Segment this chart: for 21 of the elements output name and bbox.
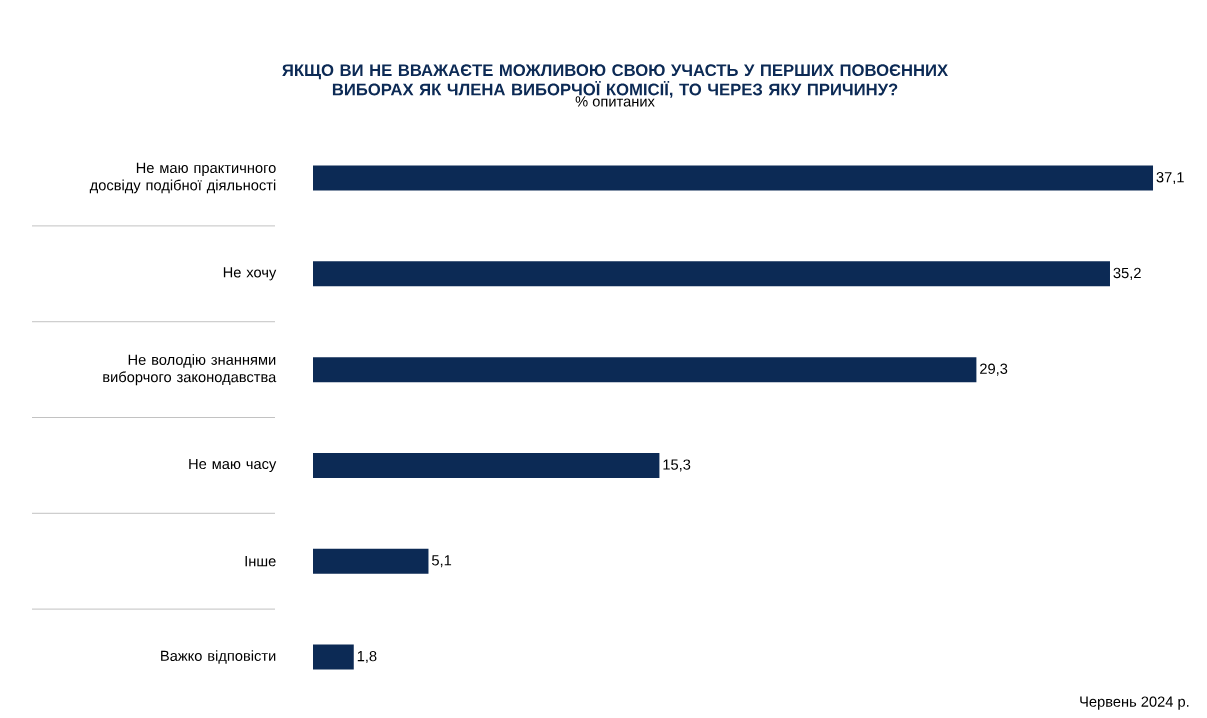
bar xyxy=(313,165,1154,191)
bar xyxy=(313,357,977,383)
data-label: 1,8 xyxy=(357,650,377,664)
y-tick-label: Інше xyxy=(245,556,276,567)
y-tick-label: Важко відповісти xyxy=(161,650,276,664)
chart-title: ЯКЩО ВИ НЕ ВВАЖАЄТЕ МОЖЛИВОЮ СВОЮ УЧАСТЬ У ПЕРШИХ ПОВОЄННИХ ВИБОРАХ ЯК ЧЛЕНА ВИБОРЧОЇ КОМІСІЇ, ТО ЧЕРЕЗ ЯКУ ПРИЧИНУ? xyxy=(282,64,948,98)
y-tick-label: Не хочу xyxy=(223,267,277,281)
data-label: 5,1 xyxy=(431,555,452,568)
chart-subtitle: % опитаних xyxy=(575,96,655,107)
bar xyxy=(313,644,354,670)
data-label: 35,2 xyxy=(1113,267,1141,280)
bar xyxy=(313,452,660,478)
data-label: 29,3 xyxy=(980,363,1008,376)
data-label: 15,3 xyxy=(663,459,691,472)
data-label: 37,1 xyxy=(1156,172,1184,185)
annotation: Червень 2024 р. xyxy=(1080,696,1189,710)
y-tick-label: Не маю практичного досвіду подібної діяльності xyxy=(89,162,276,194)
y-tick-label: Не маю часу xyxy=(189,458,277,472)
bar xyxy=(313,261,1110,287)
bar xyxy=(313,548,429,574)
y-tick-label: Не володію знаннями виборчого законодавства xyxy=(103,354,277,386)
